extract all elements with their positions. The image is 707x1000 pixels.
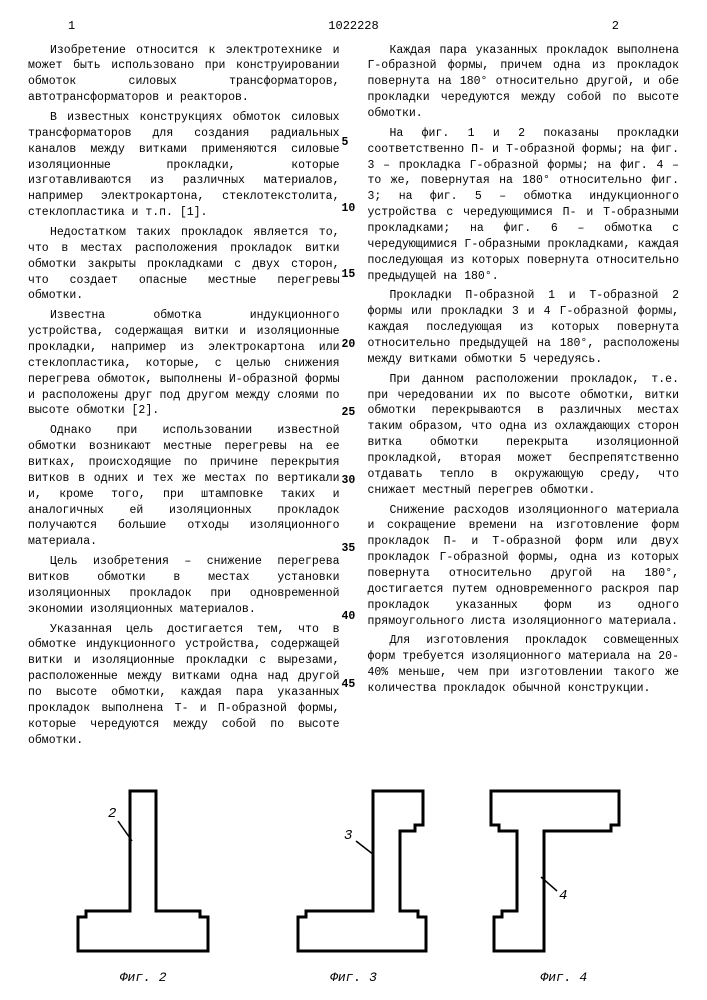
figure-4: 4 Фиг. 4 (489, 781, 639, 987)
para: Цель изобретения – снижение перегрева ви… (28, 554, 340, 617)
para: При данном расположении прокладок, т.е. … (368, 372, 680, 499)
col-number-right: 2 (612, 18, 619, 35)
fig2-mark: 2 (108, 806, 116, 822)
para: Указанная цель достигается тем, что в об… (28, 622, 340, 749)
line-number: 15 (342, 267, 356, 283)
para: Прокладки П-образной 1 и Т-образной 2 фо… (368, 288, 680, 367)
para: Однако при использовании известной обмот… (28, 423, 340, 550)
para: Известна обмотка индукционного устройств… (28, 308, 340, 419)
fig4-mark: 4 (559, 888, 567, 904)
fig3-mark: 3 (344, 828, 352, 844)
line-number: 20 (342, 337, 356, 353)
column-2: Каждая пара указанных прокладок выполнен… (368, 43, 680, 753)
line-number: 25 (342, 405, 356, 421)
line-number: 5 (342, 135, 349, 151)
para: Недостатком таких прокладок является то,… (28, 225, 340, 304)
text-columns: Изобретение относится к электротехнике и… (28, 43, 679, 753)
fig3-label: Фиг. 3 (330, 969, 377, 987)
para: Изобретение относится к электротехнике и… (28, 43, 340, 106)
line-number: 40 (342, 609, 356, 625)
line-number: 35 (342, 541, 356, 557)
doc-number: 1022228 (328, 18, 378, 35)
col-number-left: 1 (68, 18, 75, 35)
fig2-svg: 2 (68, 781, 218, 961)
para: На фиг. 1 и 2 показаны прокладки соответ… (368, 126, 680, 285)
figure-3: 3 Фиг. 3 (278, 781, 428, 987)
line-number: 10 (342, 201, 356, 217)
figure-2: 2 Фиг. 2 (68, 781, 218, 987)
para: В известных конструкциях обмоток силовых… (28, 110, 340, 221)
header: 1 1022228 2 (28, 18, 679, 35)
para: Каждая пара указанных прокладок выполнен… (368, 43, 680, 122)
fig3-svg: 3 (278, 781, 428, 961)
para: Снижение расходов изоляционного материал… (368, 503, 680, 630)
fig2-label: Фиг. 2 (120, 969, 167, 987)
line-number: 45 (342, 677, 356, 693)
fig4-label: Фиг. 4 (540, 969, 587, 987)
figures-row: 2 Фиг. 2 3 Фиг. 3 4 Фиг. 4 (28, 781, 679, 987)
para: Для изготовления прокладок совмещенных ф… (368, 633, 680, 696)
line-number: 30 (342, 473, 356, 489)
fig4-svg: 4 (489, 781, 639, 961)
column-1: Изобретение относится к электротехнике и… (28, 43, 340, 753)
